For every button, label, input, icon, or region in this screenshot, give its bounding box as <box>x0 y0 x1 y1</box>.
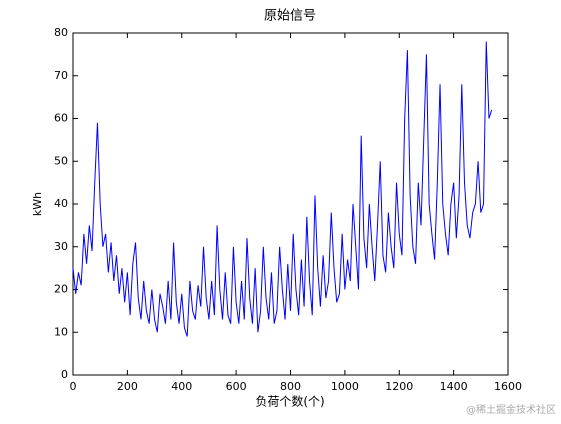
y-tick-label: 30 <box>54 240 68 253</box>
x-axis-label: 负荷个数(个) <box>255 394 324 409</box>
y-tick-label: 60 <box>54 112 68 125</box>
y-axis-label: kWh <box>31 192 44 216</box>
y-tick-label: 80 <box>54 26 68 39</box>
x-tick-label: 600 <box>226 380 247 393</box>
chart-title: 原始信号 <box>264 9 316 24</box>
y-tick-label: 20 <box>54 283 68 296</box>
y-tick-label: 70 <box>54 69 68 82</box>
y-tick-label: 0 <box>61 368 68 381</box>
y-tick-label: 40 <box>54 197 68 210</box>
x-tick-label: 800 <box>280 380 301 393</box>
x-tick-label: 400 <box>171 380 192 393</box>
x-tick-label: 1400 <box>440 380 468 393</box>
x-tick-label: 1200 <box>385 380 413 393</box>
x-tick-label: 200 <box>117 380 138 393</box>
x-tick-label: 0 <box>70 380 77 393</box>
x-tick-label: 1600 <box>494 380 522 393</box>
y-tick-label: 10 <box>54 325 68 338</box>
x-tick-label: 1000 <box>331 380 359 393</box>
watermark: @稀土掘金技术社区 <box>466 403 556 416</box>
data-line <box>72 41 493 337</box>
y-tick-label: 50 <box>54 154 68 167</box>
